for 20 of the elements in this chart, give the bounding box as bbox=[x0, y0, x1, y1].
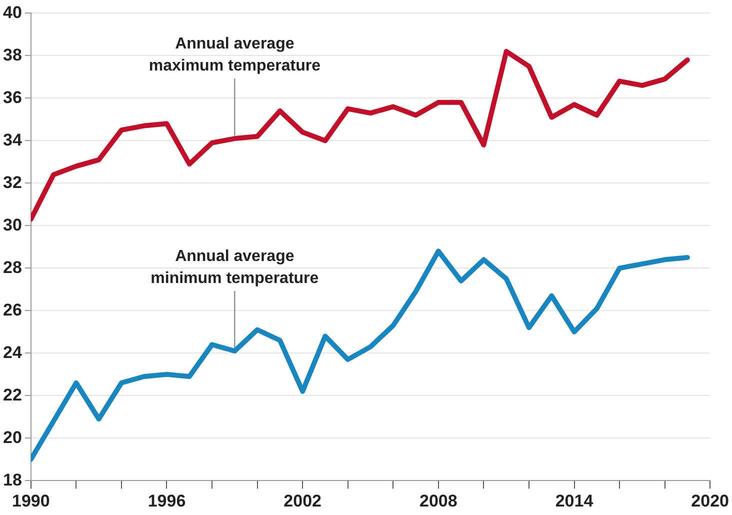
x-tick-label: 2020 bbox=[691, 491, 730, 510]
y-tick-label: 18 bbox=[2, 470, 22, 490]
y-tick-label: 26 bbox=[2, 300, 22, 320]
y-tick-label: 38 bbox=[2, 45, 22, 64]
y-tick-label: 32 bbox=[2, 172, 22, 192]
y-tick-label: 40 bbox=[2, 2, 22, 22]
y-tick-label: 22 bbox=[2, 385, 22, 404]
annotation: Annual average maximum temperature bbox=[148, 36, 321, 75]
x-tick-label: 1990 bbox=[12, 491, 50, 510]
y-tick-label: 36 bbox=[2, 88, 22, 107]
y-tick-label: 28 bbox=[2, 258, 22, 277]
y-tick-label: 34 bbox=[2, 130, 22, 150]
x-tick-label: 1996 bbox=[148, 491, 186, 510]
x-tick-label: 2002 bbox=[284, 491, 322, 510]
x-tick-label: 2014 bbox=[555, 491, 594, 510]
y-tick-label: 20 bbox=[2, 428, 22, 447]
x-tick-label: 2008 bbox=[420, 491, 458, 510]
annotation: Annual average minimum temperature bbox=[150, 248, 319, 288]
y-tick-label: 30 bbox=[2, 215, 22, 234]
y-tick-label: 24 bbox=[2, 342, 22, 362]
